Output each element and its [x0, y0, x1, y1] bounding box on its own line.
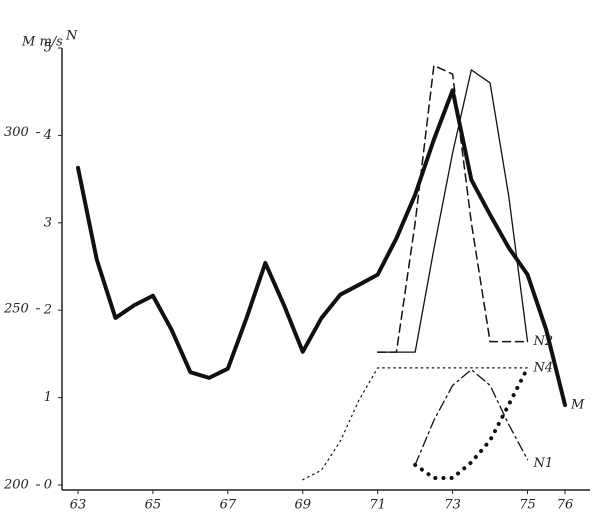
y2-tick-label: 0 [44, 478, 52, 493]
y2-axis-label: N [65, 29, 78, 44]
series-line [302, 367, 529, 481]
y-tick-label: 300 [4, 125, 29, 140]
y-tick-label: 250 [3, 301, 29, 316]
series-line [377, 69, 529, 353]
x-tick-label: 75 [519, 498, 536, 513]
y2-tick-label: 4 [43, 128, 52, 143]
y2-tick-label: 3 [44, 215, 52, 230]
x-tick-label: 73 [444, 498, 461, 513]
series-label: N1 [533, 456, 554, 471]
series-label: N2 [533, 334, 554, 349]
y2-tick-label: 2 [43, 303, 52, 318]
x-tick-label: 63 [70, 498, 87, 513]
series-line [414, 368, 529, 466]
x-tick-label: 67 [220, 498, 237, 513]
y-axis-label: M m/s [21, 35, 63, 50]
y2-tick-label: 1 [44, 390, 52, 405]
y-tick-label: 200 [3, 478, 29, 493]
x-tick-label: 69 [294, 498, 311, 513]
x-tick-label: 71 [369, 498, 386, 513]
series-line [76, 88, 567, 408]
series-label: M [570, 398, 585, 413]
y2-tick-label: 5 [44, 41, 52, 56]
x-tick-label: 65 [145, 498, 162, 513]
series-line [413, 365, 530, 481]
x-tick-label: 76 [557, 498, 574, 513]
series-line [376, 64, 529, 353]
series-label: N4 [533, 360, 554, 375]
